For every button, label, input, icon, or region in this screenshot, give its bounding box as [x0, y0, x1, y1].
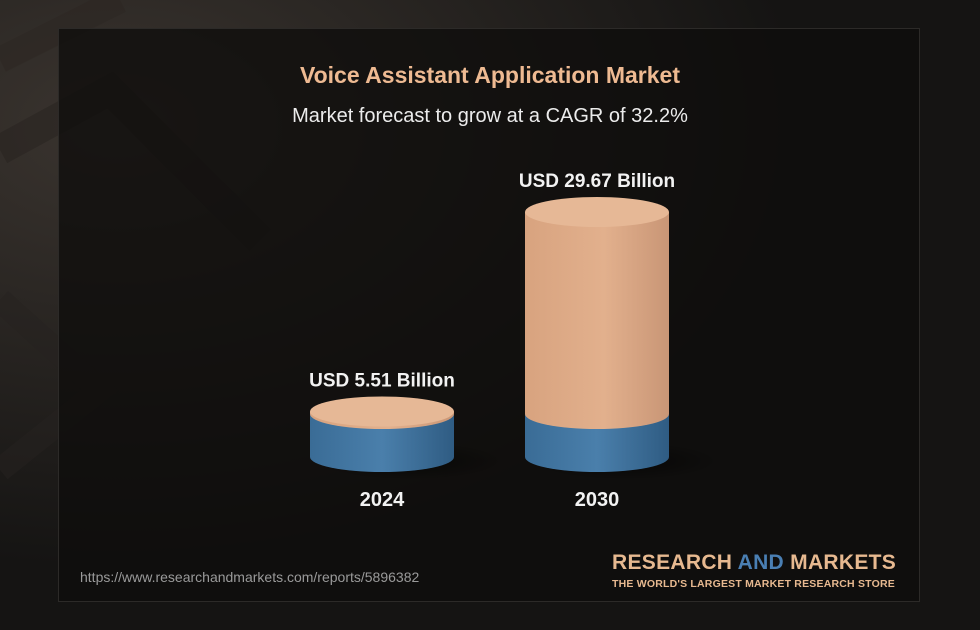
bar-base-segment — [525, 414, 669, 472]
bar-top-cap — [310, 396, 454, 427]
logo-tagline: THE WORLD'S LARGEST MARKET RESEARCH STOR… — [612, 578, 895, 590]
chart-panel — [58, 28, 920, 602]
bar-top-cap — [525, 197, 669, 227]
brand-logo: RESEARCH AND MARKETS THE WORLD'S LARGEST… — [612, 551, 902, 590]
logo-word-markets: MARKETS — [790, 551, 897, 574]
bar-growth-segment — [525, 212, 669, 429]
bar-value-label: USD 29.67 Billion — [519, 171, 675, 192]
category-label: 2030 — [575, 489, 620, 511]
logo-word-and: AND — [737, 551, 785, 574]
category-label: 2024 — [360, 489, 405, 511]
chart-title: Voice Assistant Application Market — [299, 62, 681, 88]
logo-word-research: RESEARCH — [612, 551, 733, 574]
bar-base-segment — [310, 414, 454, 472]
source-url: https://www.researchandmarkets.com/repor… — [80, 569, 420, 585]
chart-subtitle: Market forecast to grow at a CAGR of 32.… — [292, 105, 688, 127]
logo-wordmark: RESEARCH AND MARKETS — [612, 551, 902, 575]
bar-value-label: USD 5.51 Billion — [309, 371, 455, 392]
